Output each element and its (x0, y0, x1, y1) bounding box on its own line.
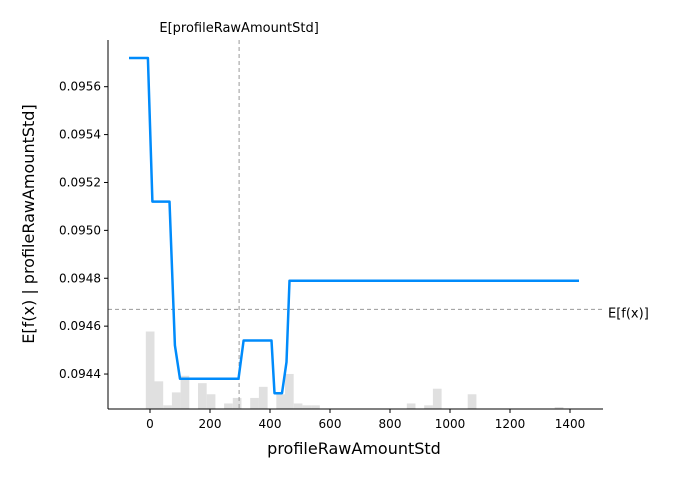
x-tick-label-7: 1400 (555, 417, 586, 431)
histogram-bar-9 (250, 397, 259, 409)
histogram-bar-17 (424, 405, 433, 409)
histogram-bars (145, 331, 564, 409)
x-tick-label-6: 1200 (495, 417, 526, 431)
y-tick-label-2: 0.0948 (59, 271, 101, 285)
expected-y-label: E[f(x)] (608, 306, 649, 321)
axes: 0 200 400 600 800 1000 1200 1400 0.0944 0.0946 0.0… (59, 40, 603, 431)
histogram-bar-10 (258, 386, 268, 409)
histogram-bar-0 (145, 331, 155, 409)
dependence-line-0 (129, 56, 579, 395)
histogram-bar-18 (432, 388, 442, 409)
histogram-bar-19 (467, 394, 477, 409)
histogram-bar-4 (180, 375, 190, 409)
x-tick-label-3: 600 (319, 417, 342, 431)
y-tick-label-6: 0.0956 (59, 80, 101, 94)
dependence-line-group (129, 56, 579, 395)
x-tick-label-4: 800 (379, 417, 402, 431)
histogram-bar-8 (232, 397, 242, 409)
x-tick-label-1: 200 (199, 417, 222, 431)
y-tick-label-3: 0.0950 (59, 223, 101, 237)
x-tick-label-0: 0 (146, 417, 154, 431)
histogram-bar-13 (293, 403, 303, 409)
y-axis-label: E[f(x) | profileRawAmountStd] (19, 104, 38, 343)
histogram-bar-11 (276, 394, 285, 409)
reference-lines (108, 40, 603, 409)
histogram-bar-2 (163, 405, 172, 409)
x-tick-label-2: 400 (259, 417, 282, 431)
x-tick-label-5: 1000 (435, 417, 466, 431)
y-tick-label-4: 0.0952 (59, 175, 101, 189)
y-tick-label-5: 0.0954 (59, 128, 101, 142)
histogram-bar-15 (311, 405, 320, 409)
histogram-bar-6 (206, 394, 216, 409)
histogram-bar-20 (554, 407, 564, 409)
expected-x-label: E[profileRawAmountStd] (159, 21, 318, 36)
histogram-bar-14 (302, 405, 312, 409)
histogram-bar-3 (171, 392, 181, 409)
histogram-bar-16 (406, 403, 416, 409)
y-tick-label-1: 0.0946 (59, 319, 101, 333)
histogram-bar-1 (154, 381, 164, 409)
histogram-bar-12 (285, 373, 294, 409)
x-axis-label: profileRawAmountStd (267, 439, 441, 458)
y-tick-label-0: 0.0944 (59, 367, 101, 381)
histogram-bar-7 (224, 403, 233, 409)
histogram-bar-5 (198, 383, 207, 409)
